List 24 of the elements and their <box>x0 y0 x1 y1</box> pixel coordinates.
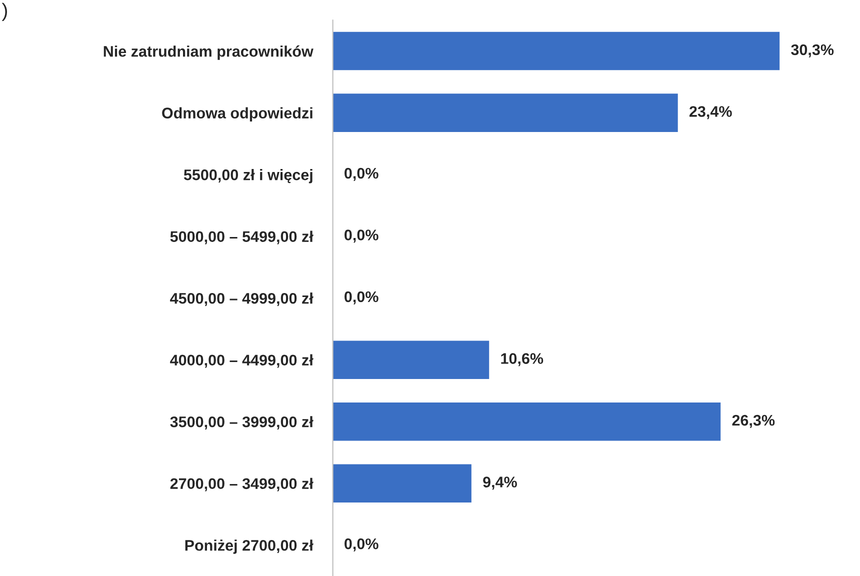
y-tick-label: 3500,00 – 3999,00 zł <box>170 416 314 430</box>
data-label: 0,0% <box>344 168 378 181</box>
data-label: 10,6% <box>501 353 544 366</box>
y-tick-label: 2700,00 – 3499,00 zł <box>170 478 314 492</box>
y-tick-label: 4500,00 – 4999,00 zł <box>170 292 314 306</box>
y-tick-label: 4000,00 – 4499,00 zł <box>170 354 314 368</box>
bar <box>332 32 780 70</box>
data-label: 0,0% <box>344 291 378 304</box>
data-label: 0,0% <box>344 538 378 552</box>
data-label: 23,4% <box>689 106 732 120</box>
data-label: 9,4% <box>483 476 517 490</box>
y-tick-label: 5000,00 – 5499,00 zł <box>170 230 314 244</box>
y-tick-label: Odmowa odpowiedzi <box>162 107 312 122</box>
y-tick-label: 5500,00 zł i więcej <box>184 169 312 184</box>
y-tick-label: Poniżej 2700,00 zł <box>185 540 314 554</box>
data-label: 30,3% <box>791 44 834 58</box>
bar <box>332 94 678 132</box>
data-label: 26,3% <box>732 414 775 428</box>
bar <box>332 464 472 503</box>
bar <box>332 340 490 379</box>
text: ) <box>2 2 7 21</box>
y-tick-label: Nie zatrudniam pracowników <box>104 45 314 60</box>
data-label: 0,0% <box>344 230 378 243</box>
bar <box>332 402 721 441</box>
